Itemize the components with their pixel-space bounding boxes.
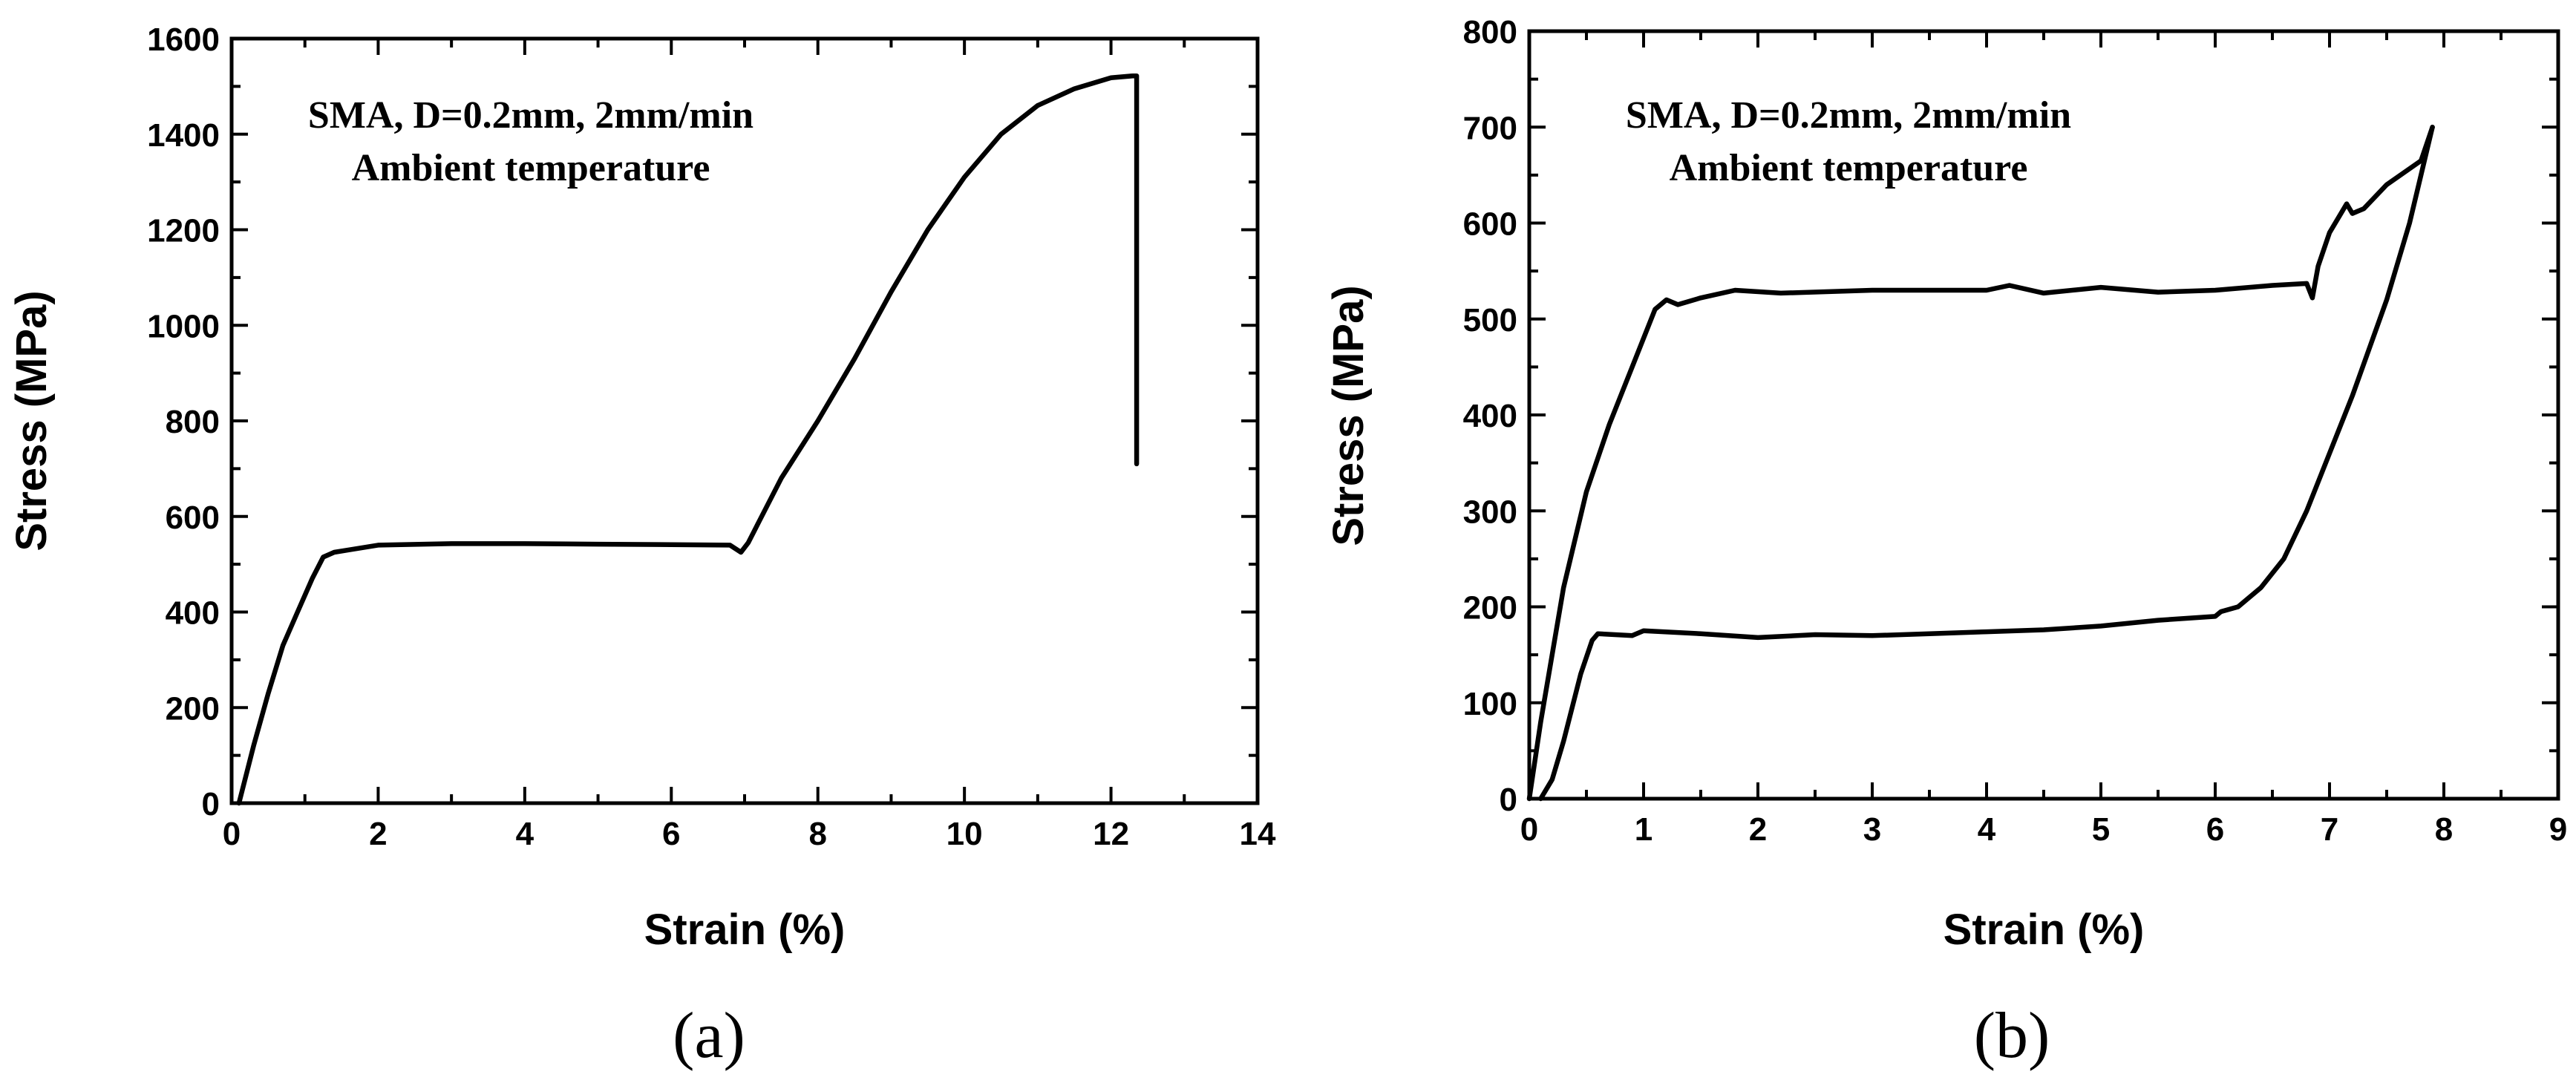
ticks-b: 0 1 2 3 4 5 6 7 8 9 0 100 200 300 400 500 600 700 800: [1463, 14, 2568, 848]
y-axis-label-a: Stress (MPa): [7, 290, 56, 551]
y-tick-label-a: 800: [166, 404, 220, 440]
y-tick-label-a: 400: [166, 595, 220, 632]
caption-a: (a): [673, 1000, 745, 1072]
panel-b-chart: 0 1 2 3 4 5 6 7 8 9 0 100 200 300 400 500 600 700 800 SMA,…: [1324, 14, 2567, 1072]
y-axis-label-b: Stress (MPa): [1324, 285, 1373, 546]
stress-strain-curve-a: [236, 73, 1140, 806]
annotation-line-1-b: SMA, D=0.2mm, 2mm/min: [1626, 94, 2071, 137]
y-tick-label-b: 200: [1463, 590, 1517, 626]
y-tick-label-a: 1000: [147, 308, 220, 344]
y-tick-label-b: 600: [1463, 206, 1517, 243]
x-tick-label-b: 5: [2092, 811, 2110, 848]
y-tick-label-a: 1600: [147, 22, 220, 58]
x-tick-label-a: 4: [516, 816, 535, 852]
y-tick-label-b: 500: [1463, 302, 1517, 338]
unloading-curve-b: [1538, 125, 2435, 802]
y-tick-label-a: 600: [166, 500, 220, 536]
x-tick-label-b: 1: [1635, 811, 1653, 848]
panel-a-chart: 0 2 4 6 8 10 12 14 0 200 400 600 800 1000 1200 1400 1600…: [7, 22, 1276, 1072]
x-tick-label-b: 3: [1863, 811, 1881, 848]
x-tick-label-b: 0: [1520, 811, 1538, 848]
y-tick-label-a: 0: [202, 786, 220, 822]
y-tick-label-b: 800: [1463, 14, 1517, 50]
x-tick-label-a: 14: [1240, 816, 1276, 852]
y-tick-label-a: 1400: [147, 117, 220, 154]
y-tick-label-b: 400: [1463, 398, 1517, 434]
x-axis-label-a: Strain (%): [644, 906, 846, 954]
caption-b: (b): [1974, 1000, 2050, 1072]
x-tick-label-a: 2: [369, 816, 387, 852]
x-tick-label-a: 10: [947, 816, 983, 852]
annotation-line-2-a: Ambient temperature: [352, 147, 710, 189]
annotation-line-2-b: Ambient temperature: [1670, 147, 2028, 189]
y-tick-label-b: 0: [1500, 782, 1517, 818]
x-axis-label-b: Strain (%): [1944, 906, 2145, 954]
x-tick-label-a: 12: [1093, 816, 1129, 852]
y-tick-label-a: 200: [166, 690, 220, 727]
x-tick-label-a: 8: [808, 816, 826, 852]
x-tick-label-b: 9: [2549, 811, 2567, 848]
x-tick-label-b: 8: [2435, 811, 2453, 848]
y-tick-label-b: 100: [1463, 686, 1517, 722]
x-tick-label-b: 6: [2206, 811, 2224, 848]
x-tick-label-b: 4: [1978, 811, 1996, 848]
ticks-a: 0 2 4 6 8 10 12 14 0 200 400 600 800 1000 1200 1400 1600: [147, 22, 1276, 852]
y-tick-label-b: 700: [1463, 110, 1517, 146]
x-tick-label-a: 0: [223, 816, 241, 852]
y-tick-label-a: 1200: [147, 213, 220, 249]
annotation-line-1-a: SMA, D=0.2mm, 2mm/min: [308, 94, 753, 137]
y-tick-label-b: 300: [1463, 494, 1517, 530]
x-tick-label-b: 7: [2321, 811, 2338, 848]
x-tick-label-a: 6: [662, 816, 680, 852]
loading-curve-b: [1526, 125, 2435, 802]
x-tick-label-b: 2: [1749, 811, 1767, 848]
